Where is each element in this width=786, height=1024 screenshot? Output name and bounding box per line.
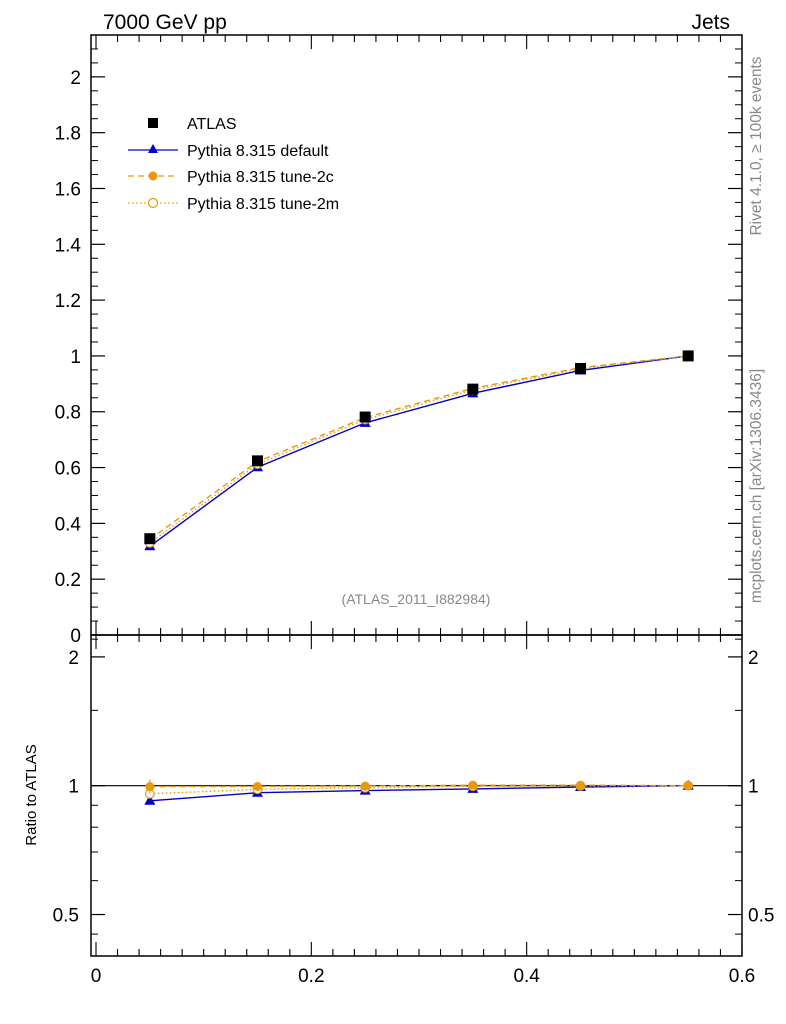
main-y-tick-label: 0.6 [55, 459, 81, 480]
point-data-5 [682, 350, 694, 362]
ratio-y-tick-label-right: 0.5 [748, 906, 774, 927]
ratio-y-tick-label: 0.5 [53, 906, 79, 927]
legend-marker-tune2c [148, 171, 158, 181]
point-tune2c-4 [576, 780, 585, 790]
analysis-label: (ATLAS_2011_I882984) [342, 591, 491, 607]
point-data-0 [144, 533, 156, 545]
ratio-y-label: Ratio to ATLAS [23, 744, 40, 845]
point-tune2c-1 [253, 781, 262, 791]
ratio-series-group [144, 779, 694, 805]
ratio-x-tick-label: 0.6 [729, 966, 755, 987]
energy-label: 7000 GeV pp [103, 11, 227, 34]
ratio-y-tick-label-right: 1 [748, 777, 759, 798]
main-y-tick-label: 1.4 [55, 235, 82, 256]
point-default-0 [144, 794, 156, 805]
point-tune2c-2 [360, 781, 370, 791]
ratio-x-tick-label: 0 [91, 966, 102, 987]
mcplots-label: mcplots.cern.ch [arXiv:1306.3436] [748, 369, 765, 603]
legend: ATLAS Pythia 8.315 default Pythia 8.315 … [128, 116, 339, 213]
point-tune2c-3 [468, 780, 478, 790]
rivet-version-label: Rivet 4.1.0, ≥ 100k events [748, 56, 765, 235]
main-y-tick-label: 0.2 [55, 570, 81, 591]
series-line-tune2m [149, 355, 689, 544]
point-tune2c-5 [683, 781, 693, 791]
category-label: Jets [691, 11, 730, 34]
main-y-tick-label: 0.4 [55, 514, 82, 535]
ratio-x-tick-label: 0.2 [298, 966, 324, 987]
legend-label-tune2c: Pythia 8.315 tune-2c [187, 169, 334, 186]
main-x-ticks [95, 35, 743, 635]
main-y-tick-label: 1.2 [55, 291, 81, 312]
legend-label-tune2m: Pythia 8.315 tune-2m [187, 196, 339, 213]
ratio-y-tick-label: 1 [68, 777, 79, 798]
legend-marker-atlas [148, 118, 158, 128]
ratio-y-tick-label-right: 2 [748, 648, 759, 669]
ratio-x-tick-label: 0.4 [513, 966, 540, 987]
point-data-2 [359, 411, 371, 423]
ratio-x-axis: 0 0.2 0.4 0.6 [91, 635, 755, 987]
point-data-4 [575, 362, 586, 374]
main-y-tick-label: 0 [70, 626, 81, 647]
main-y-tick-label: 1.8 [55, 124, 81, 145]
ratio-y-tick-label: 2 [68, 648, 79, 669]
point-data-3 [467, 383, 479, 395]
series-line-tune2m [149, 785, 689, 795]
main-y-axis: 0 0.2 0.4 0.6 0.8 1 1.2 1.4 1.6 1.8 2 [55, 48, 742, 647]
ratio-plot-frame [90, 634, 743, 957]
series-line-default [149, 785, 689, 802]
legend-marker-tune2m [147, 197, 159, 209]
point-data-1 [252, 455, 263, 467]
legend-label-atlas: ATLAS [187, 116, 237, 133]
main-y-tick-label: 2 [70, 68, 81, 89]
main-series-group [144, 349, 694, 551]
legend-label-default: Pythia 8.315 default [187, 143, 329, 160]
series-line-default [149, 355, 689, 547]
main-y-tick-label: 1 [70, 347, 81, 368]
legend-marker-default [148, 144, 158, 153]
main-y-tick-label: 1.6 [55, 179, 81, 200]
main-y-tick-label: 0.8 [55, 403, 81, 424]
series-line-tune2c [149, 355, 689, 540]
